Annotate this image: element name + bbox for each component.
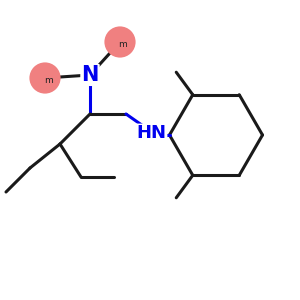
Circle shape (29, 62, 61, 94)
Text: m: m (118, 40, 127, 49)
Circle shape (104, 26, 136, 58)
Text: N: N (81, 65, 99, 85)
Text: HN: HN (136, 124, 166, 142)
Text: m: m (44, 76, 53, 85)
